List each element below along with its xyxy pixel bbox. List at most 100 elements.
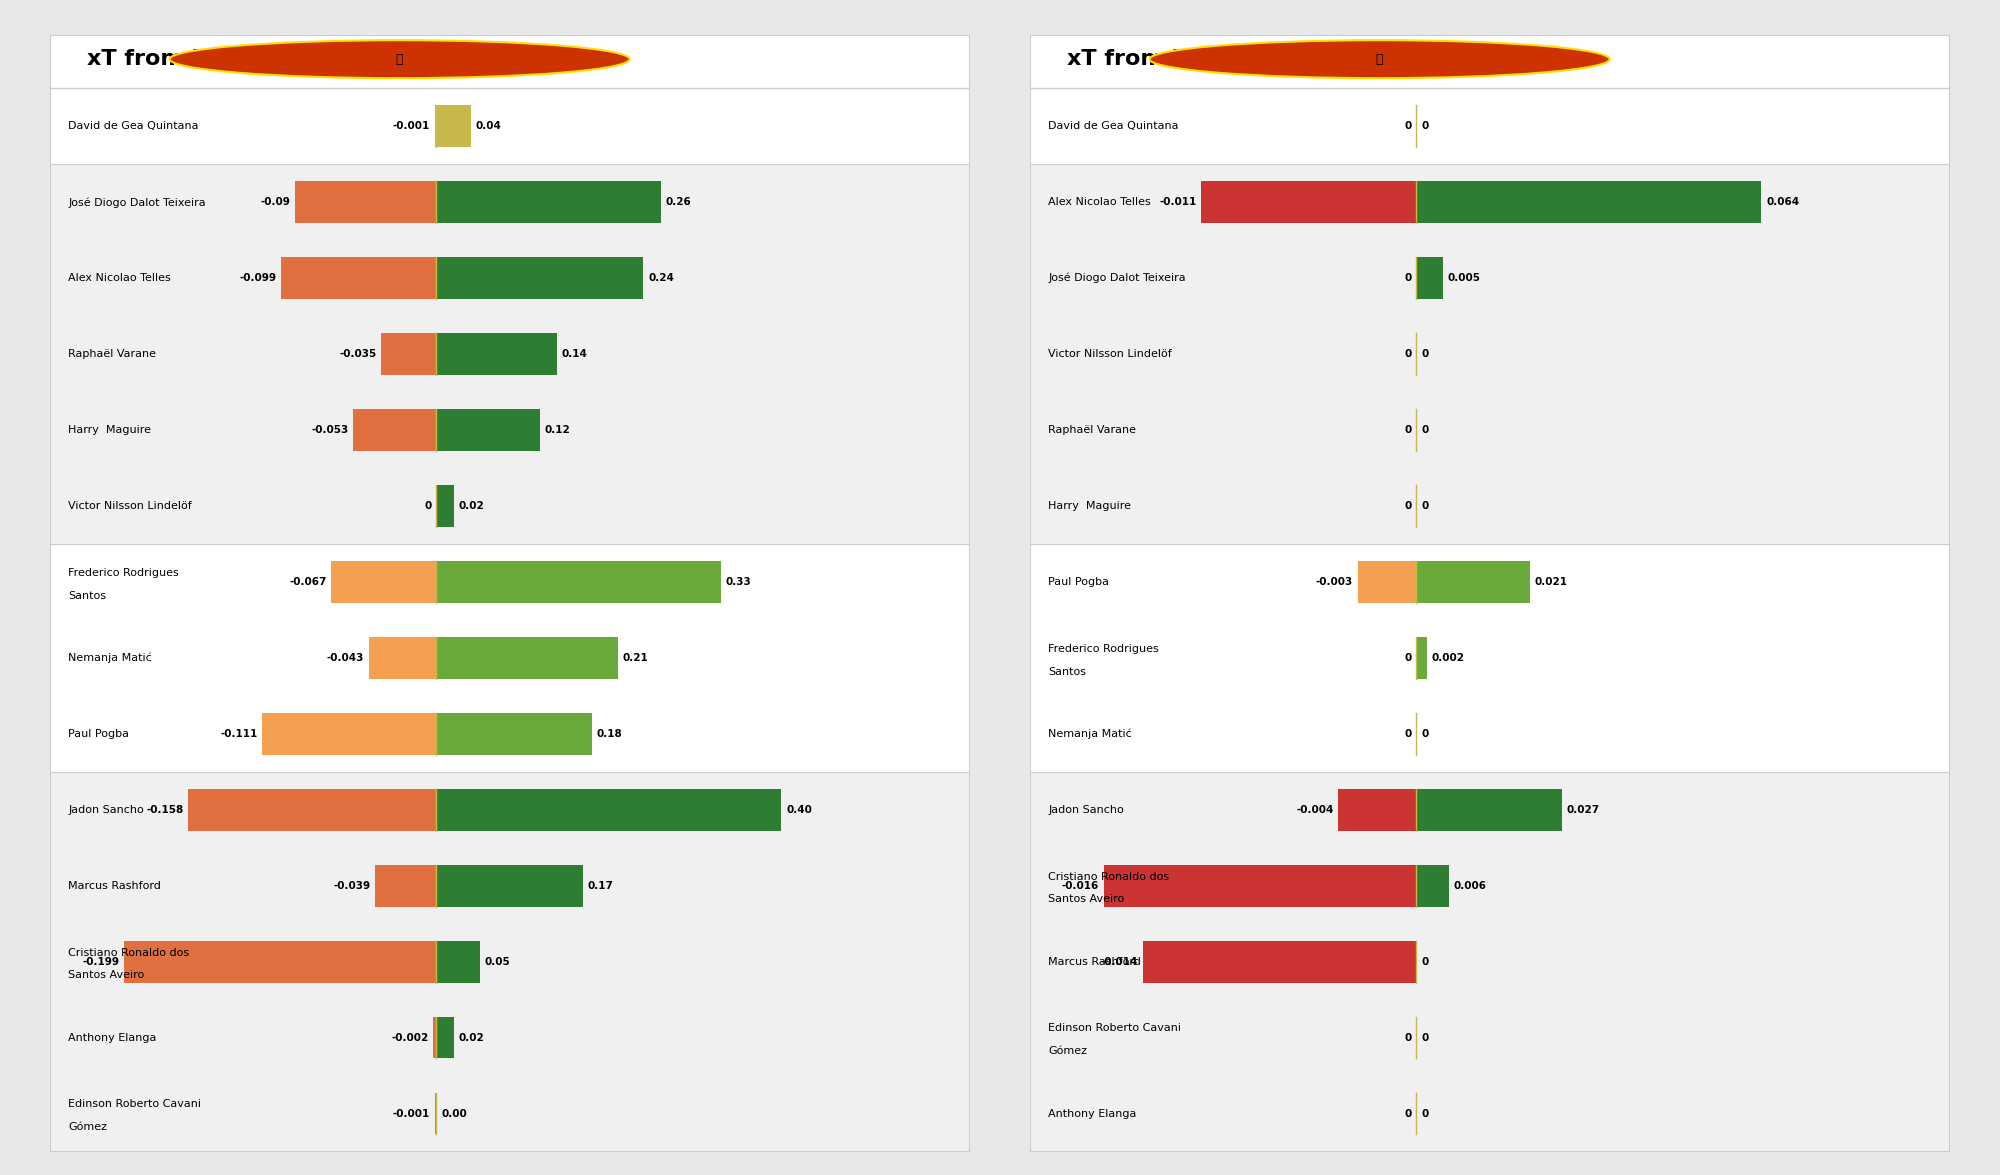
Text: -0.002: -0.002 <box>392 1033 428 1042</box>
Bar <box>436 181 660 223</box>
Bar <box>436 106 470 147</box>
Text: 0.05: 0.05 <box>484 956 510 967</box>
Text: 0.02: 0.02 <box>458 501 484 511</box>
Text: 0: 0 <box>1420 956 1428 967</box>
Bar <box>50 88 970 164</box>
Text: 0.005: 0.005 <box>1448 274 1480 283</box>
Bar <box>280 257 436 300</box>
Text: Nemanja Matić: Nemanja Matić <box>68 652 152 663</box>
Text: 0.021: 0.021 <box>1534 577 1568 588</box>
Text: Edinson Roberto Cavani: Edinson Roberto Cavani <box>68 1100 202 1109</box>
Bar <box>436 562 722 603</box>
Text: -0.011: -0.011 <box>1160 197 1196 207</box>
Text: 0: 0 <box>1404 1033 1412 1042</box>
Text: ⚽: ⚽ <box>396 53 404 66</box>
Text: Santos Aveiro: Santos Aveiro <box>68 971 144 980</box>
Bar <box>50 165 970 544</box>
Text: 0: 0 <box>1420 1033 1428 1042</box>
Bar <box>1030 165 1950 544</box>
Bar <box>1030 544 1950 772</box>
Text: 0: 0 <box>424 501 432 511</box>
Text: 0.33: 0.33 <box>726 577 752 588</box>
Text: 0: 0 <box>1420 425 1428 435</box>
Bar <box>1416 865 1448 907</box>
Text: Santos: Santos <box>68 591 106 600</box>
Bar <box>332 562 436 603</box>
Text: -0.053: -0.053 <box>312 425 348 435</box>
Circle shape <box>170 40 630 79</box>
Text: 0: 0 <box>1404 425 1412 435</box>
Text: -0.067: -0.067 <box>290 577 326 588</box>
Text: 0.24: 0.24 <box>648 274 674 283</box>
Bar <box>50 544 970 772</box>
Text: -0.039: -0.039 <box>334 881 370 891</box>
Bar <box>1358 562 1416 603</box>
Text: David de Gea Quintana: David de Gea Quintana <box>1048 121 1178 132</box>
Bar <box>376 865 436 907</box>
Text: 0: 0 <box>1420 1108 1428 1119</box>
Text: 0.40: 0.40 <box>786 805 812 814</box>
Text: -0.043: -0.043 <box>326 653 364 663</box>
Bar <box>368 637 436 679</box>
Bar <box>50 35 970 88</box>
Text: 0: 0 <box>1404 653 1412 663</box>
Text: 0.006: 0.006 <box>1454 881 1486 891</box>
Bar <box>436 485 454 526</box>
Text: Marcus Rashford: Marcus Rashford <box>68 881 162 891</box>
Text: Frederico Rodrigues: Frederico Rodrigues <box>68 568 180 578</box>
Text: Paul Pogba: Paul Pogba <box>1048 577 1110 588</box>
Text: Santos: Santos <box>1048 666 1086 677</box>
Text: 0: 0 <box>1420 121 1428 132</box>
Bar <box>1416 637 1428 679</box>
Text: Santos Aveiro: Santos Aveiro <box>1048 894 1124 905</box>
Text: Jadon Sancho: Jadon Sancho <box>68 805 144 814</box>
Text: Cristiano Ronaldo dos: Cristiano Ronaldo dos <box>1048 872 1170 881</box>
Bar <box>1202 181 1416 223</box>
Text: Gómez: Gómez <box>1048 1046 1088 1056</box>
Bar <box>124 941 436 982</box>
Bar <box>436 865 584 907</box>
Text: -0.001: -0.001 <box>392 1108 430 1119</box>
Bar <box>436 409 540 451</box>
Text: Jadon Sancho: Jadon Sancho <box>1048 805 1124 814</box>
Text: Harry  Maguire: Harry Maguire <box>68 425 152 435</box>
Text: -0.004: -0.004 <box>1296 805 1334 814</box>
Text: 0: 0 <box>1420 349 1428 360</box>
Text: -0.003: -0.003 <box>1316 577 1354 588</box>
Bar <box>188 788 436 831</box>
Bar <box>1416 257 1444 300</box>
Text: 0.064: 0.064 <box>1766 197 1800 207</box>
Text: 0.02: 0.02 <box>458 1033 484 1042</box>
Text: Cristiano Ronaldo dos: Cristiano Ronaldo dos <box>68 947 190 958</box>
Text: 0.04: 0.04 <box>476 121 502 132</box>
Bar <box>436 713 592 754</box>
Text: Raphaël Varane: Raphaël Varane <box>1048 425 1136 435</box>
Text: Anthony Elanga: Anthony Elanga <box>68 1033 156 1042</box>
Bar <box>1338 788 1416 831</box>
Bar <box>1142 941 1416 982</box>
Text: David de Gea Quintana: David de Gea Quintana <box>68 121 198 132</box>
Text: 0: 0 <box>1404 728 1412 739</box>
Text: Marcus Rashford: Marcus Rashford <box>1048 956 1142 967</box>
Bar <box>436 1016 454 1059</box>
Text: 0.21: 0.21 <box>622 653 648 663</box>
Text: 0.12: 0.12 <box>544 425 570 435</box>
Text: -0.016: -0.016 <box>1062 881 1100 891</box>
Bar <box>1416 788 1562 831</box>
Text: -0.035: -0.035 <box>340 349 376 360</box>
Text: -0.158: -0.158 <box>146 805 184 814</box>
Text: 0.17: 0.17 <box>588 881 614 891</box>
Bar <box>1416 562 1530 603</box>
Text: -0.111: -0.111 <box>220 728 258 739</box>
Bar <box>382 334 436 375</box>
Bar <box>436 257 644 300</box>
Text: 0.027: 0.027 <box>1566 805 1600 814</box>
Text: xT from Passes: xT from Passes <box>86 49 276 69</box>
Text: Raphaël Varane: Raphaël Varane <box>68 349 156 360</box>
Text: 0: 0 <box>1404 121 1412 132</box>
Text: 0.00: 0.00 <box>442 1108 466 1119</box>
Text: 0: 0 <box>1404 274 1412 283</box>
Text: Victor Nilsson Lindelöf: Victor Nilsson Lindelöf <box>68 501 192 511</box>
Text: -0.099: -0.099 <box>240 274 276 283</box>
Bar <box>1030 772 1950 1152</box>
